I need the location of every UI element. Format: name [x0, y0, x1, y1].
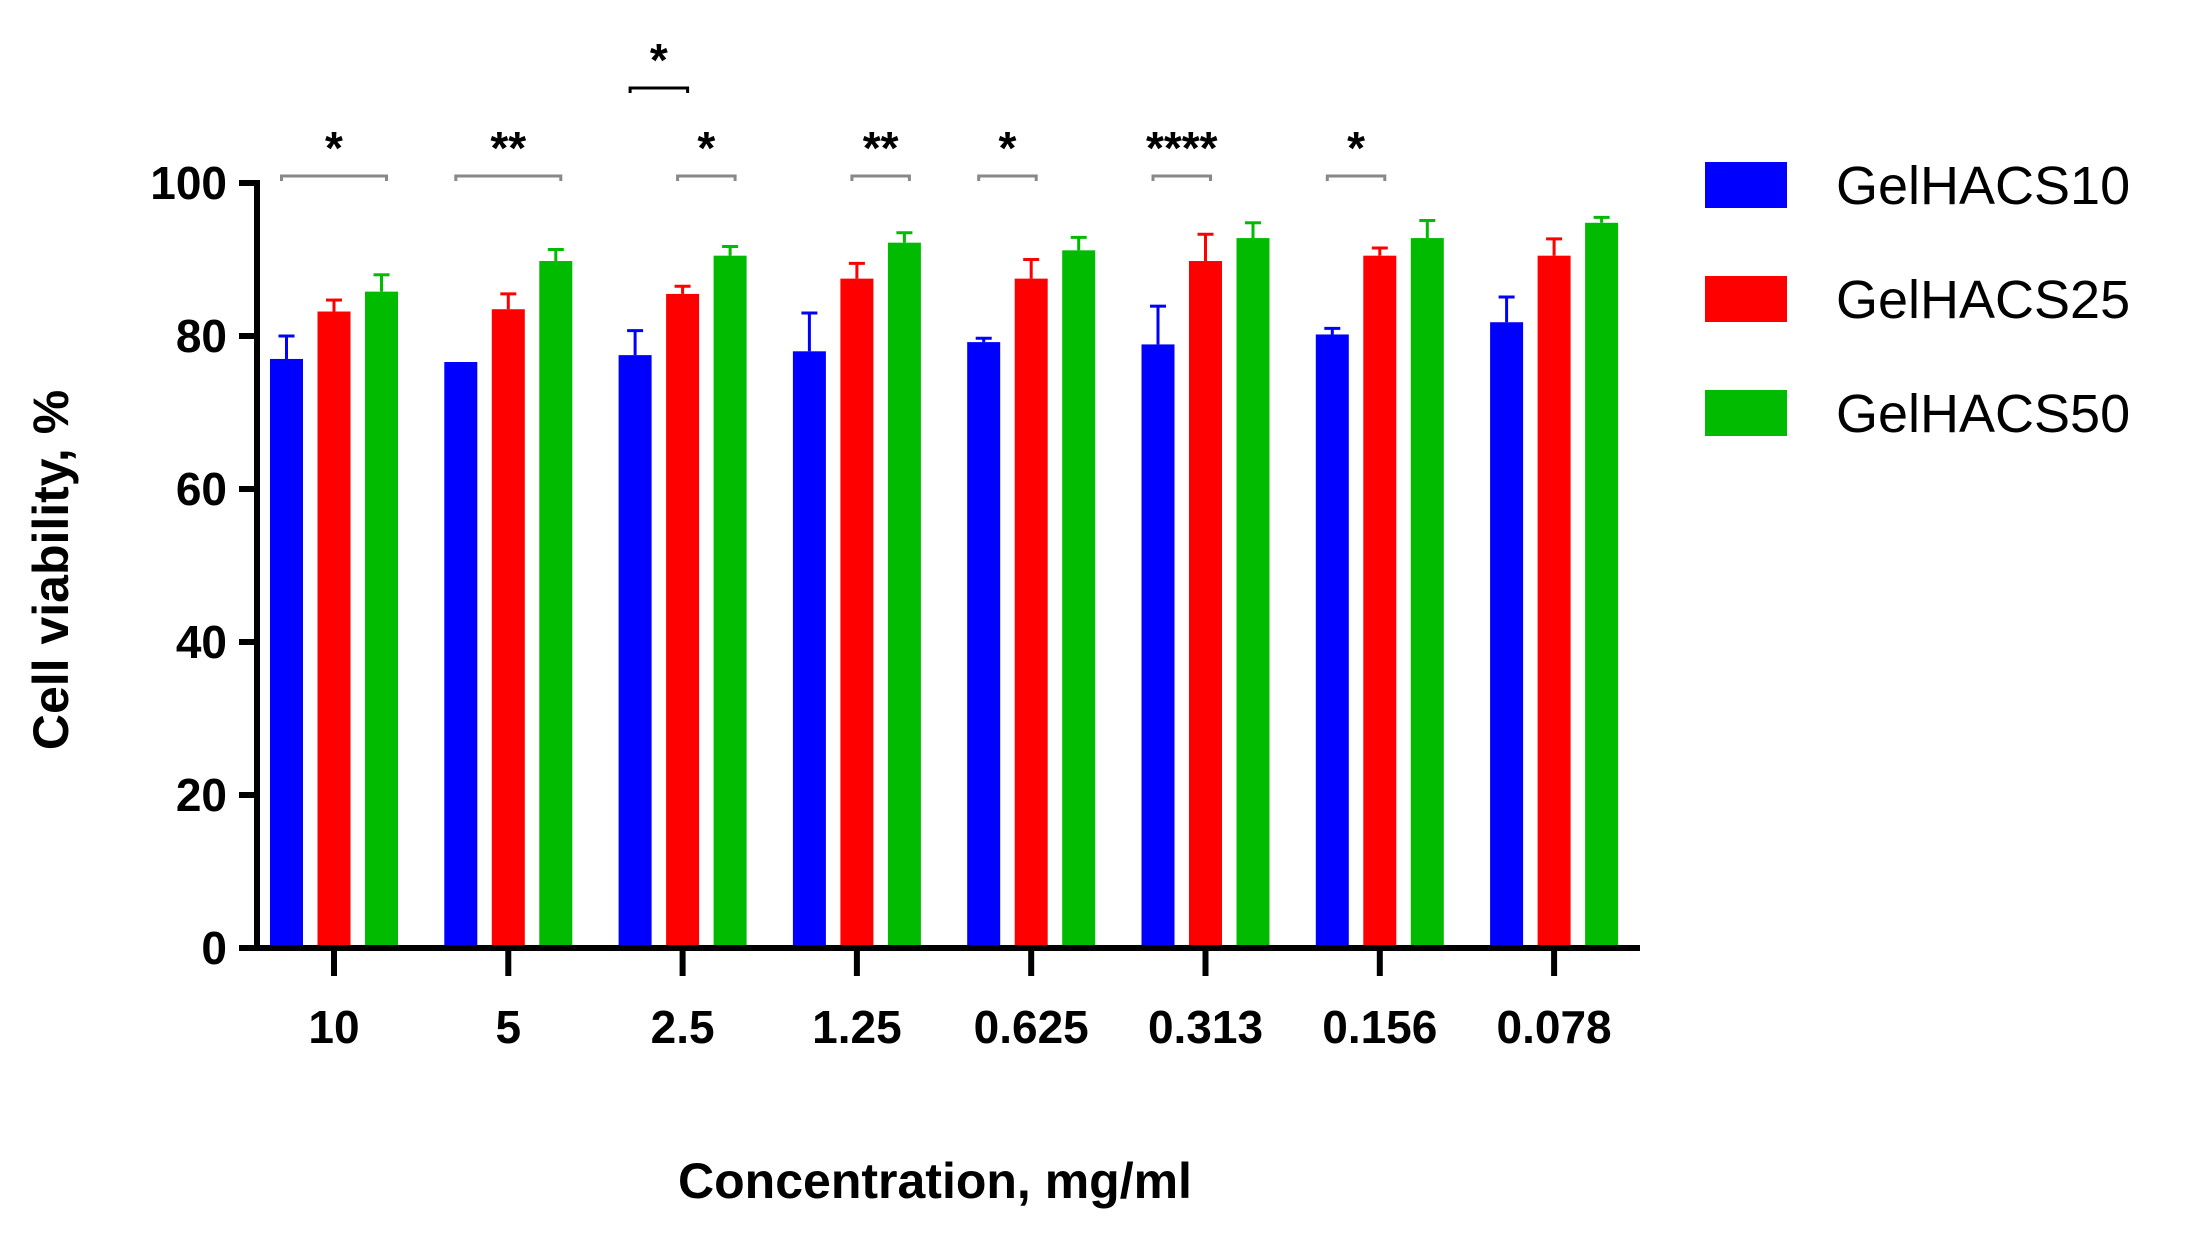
y-axis-title: Cell viability, % [23, 390, 79, 750]
significance-layer: * **** ** * **** * [280, 34, 1387, 181]
significance-label-4: ** [863, 122, 899, 174]
bar-GelHACS50-2.5 [713, 255, 747, 949]
legend: GelHACS10 GelHACS25 GelHACS50 [1705, 156, 2130, 444]
significance-bracket-0 [280, 174, 388, 181]
significance-bracket-1 [454, 174, 563, 181]
bar-GelHACS25-2.5 [666, 293, 700, 948]
bar-GelHACS25-0.156 [1363, 255, 1397, 949]
bar-GelHACS50-1.25 [887, 242, 921, 949]
bar-GelHACS50-0.313 [1236, 238, 1270, 948]
significance-bracket-3 [676, 174, 737, 181]
legend-swatch-GelHACS10 [1705, 162, 1787, 208]
bar-GelHACS25-0.078 [1537, 255, 1571, 949]
bar-GelHACS10-5 [444, 362, 478, 948]
bar-GelHACS50-0.078 [1585, 222, 1619, 948]
bar-GelHACS25-1.25 [840, 278, 874, 948]
bar-GelHACS25-10 [317, 311, 351, 948]
bar-GelHACS50-0.156 [1410, 238, 1444, 948]
axes-layer: 0 20 40 60 80 100 10 5 2.5 1.25 0.625 0.313 0.156 0.0… [150, 157, 1640, 1053]
legend-label-GelHACS50: GelHACS50 [1836, 384, 2130, 444]
significance-label-1: ** [490, 122, 526, 174]
bar-GelHACS10-0.313 [1141, 344, 1175, 948]
x-tick-label-0.078: 0.078 [1497, 1001, 1612, 1053]
legend-swatch-GelHACS50 [1705, 390, 1787, 436]
bar-GelHACS10-0.156 [1315, 334, 1349, 949]
bar-GelHACS10-2.5 [618, 355, 652, 948]
significance-bracket-4 [850, 174, 911, 181]
x-tick-label-1.25: 1.25 [812, 1001, 902, 1053]
y-tick-label-20: 20 [176, 769, 227, 821]
significance-bracket-6 [1151, 174, 1212, 181]
y-tick-label-80: 80 [176, 310, 227, 362]
y-tick-label-0: 0 [201, 922, 227, 974]
bar-GelHACS10-10 [270, 358, 303, 948]
significance-label-5: * [998, 122, 1016, 174]
x-tick-label-10: 10 [308, 1001, 359, 1053]
significance-label-2: * [650, 34, 668, 86]
bar-GelHACS25-5 [491, 309, 525, 949]
bar-GelHACS10-0.078 [1490, 322, 1524, 949]
significance-bracket-2 [628, 86, 690, 93]
significance-label-6: **** [1146, 122, 1218, 174]
bar-GelHACS25-0.625 [1014, 278, 1048, 948]
bar-GelHACS10-0.625 [967, 342, 1001, 948]
legend-swatch-GelHACS25 [1705, 276, 1787, 322]
y-tick-label-60: 60 [176, 463, 227, 515]
bar-GelHACS50-0.625 [1062, 250, 1096, 948]
bar-GelHACS25-0.313 [1189, 261, 1222, 948]
bar-GelHACS10-1.25 [792, 351, 826, 948]
significance-bracket-5 [977, 174, 1038, 181]
bars-layer [270, 215, 1619, 949]
bar-GelHACS50-10 [365, 291, 398, 948]
x-tick-label-2.5: 2.5 [651, 1001, 715, 1053]
significance-label-3: * [697, 122, 715, 174]
x-tick-label-5: 5 [496, 1001, 522, 1053]
y-tick-label-100: 100 [150, 157, 227, 209]
y-tick-label-40: 40 [176, 616, 227, 668]
x-tick-label-0.156: 0.156 [1322, 1001, 1437, 1053]
significance-bracket-7 [1325, 174, 1387, 181]
x-tick-label-0.625: 0.625 [974, 1001, 1089, 1053]
x-tick-label-0.313: 0.313 [1148, 1001, 1263, 1053]
bar-GelHACS50-5 [539, 261, 573, 948]
significance-label-0: * [325, 122, 343, 174]
significance-label-7: * [1347, 122, 1365, 174]
legend-label-GelHACS25: GelHACS25 [1836, 270, 2130, 330]
legend-label-GelHACS10: GelHACS10 [1836, 156, 2130, 216]
x-axis-title: Concentration, mg/ml [678, 1153, 1192, 1209]
